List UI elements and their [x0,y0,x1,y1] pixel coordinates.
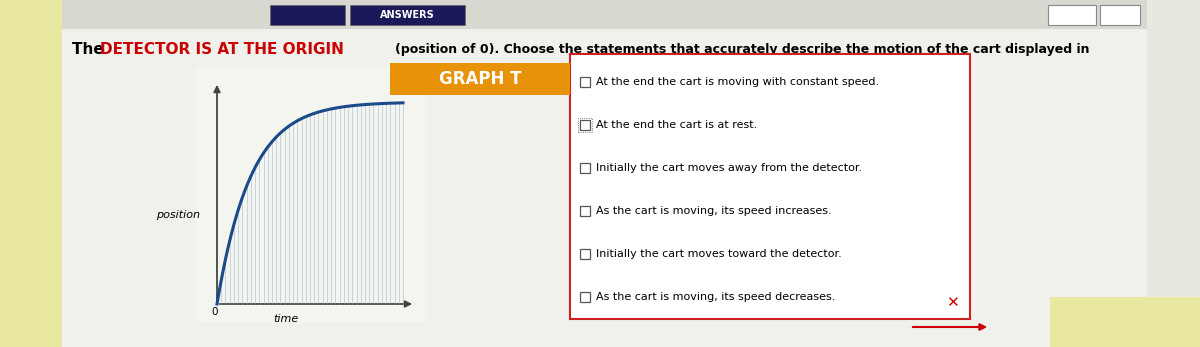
FancyBboxPatch shape [62,0,1147,347]
FancyBboxPatch shape [580,206,590,216]
FancyBboxPatch shape [580,77,590,87]
FancyBboxPatch shape [194,67,425,322]
FancyBboxPatch shape [580,120,590,130]
FancyBboxPatch shape [580,249,590,259]
Text: Initially the cart moves toward the detector.: Initially the cart moves toward the dete… [596,249,841,259]
Text: position: position [156,210,200,220]
FancyBboxPatch shape [350,5,466,25]
Text: ✕: ✕ [946,296,959,311]
FancyBboxPatch shape [270,5,346,25]
FancyBboxPatch shape [580,292,590,302]
Text: DETECTOR IS AT THE ORIGIN: DETECTOR IS AT THE ORIGIN [100,42,344,57]
Text: As the cart is moving, its speed increases.: As the cart is moving, its speed increas… [596,206,832,216]
FancyBboxPatch shape [1100,5,1140,25]
Text: time: time [274,314,299,324]
FancyBboxPatch shape [0,0,62,347]
FancyBboxPatch shape [62,0,1147,29]
Text: GRAPH T. Choose all that apply.: GRAPH T. Choose all that apply. [800,59,942,68]
Text: Initially the cart moves away from the detector.: Initially the cart moves away from the d… [596,163,862,173]
Text: (position of 0). Choose the statements that accurately describe the motion of th: (position of 0). Choose the statements t… [395,42,1090,56]
Text: As the cart is moving, its speed decreases.: As the cart is moving, its speed decreas… [596,292,835,302]
FancyBboxPatch shape [1048,5,1096,25]
Text: GRAPH T: GRAPH T [439,70,521,88]
FancyBboxPatch shape [1050,297,1200,347]
Text: At the end the cart is moving with constant speed.: At the end the cart is moving with const… [596,77,880,87]
FancyBboxPatch shape [580,163,590,173]
Text: The: The [72,42,109,57]
FancyBboxPatch shape [570,54,970,319]
FancyBboxPatch shape [390,63,570,95]
Text: At the end the cart is at rest.: At the end the cart is at rest. [596,120,757,130]
Text: ANSWERS: ANSWERS [379,10,434,20]
Text: 0: 0 [211,307,218,317]
